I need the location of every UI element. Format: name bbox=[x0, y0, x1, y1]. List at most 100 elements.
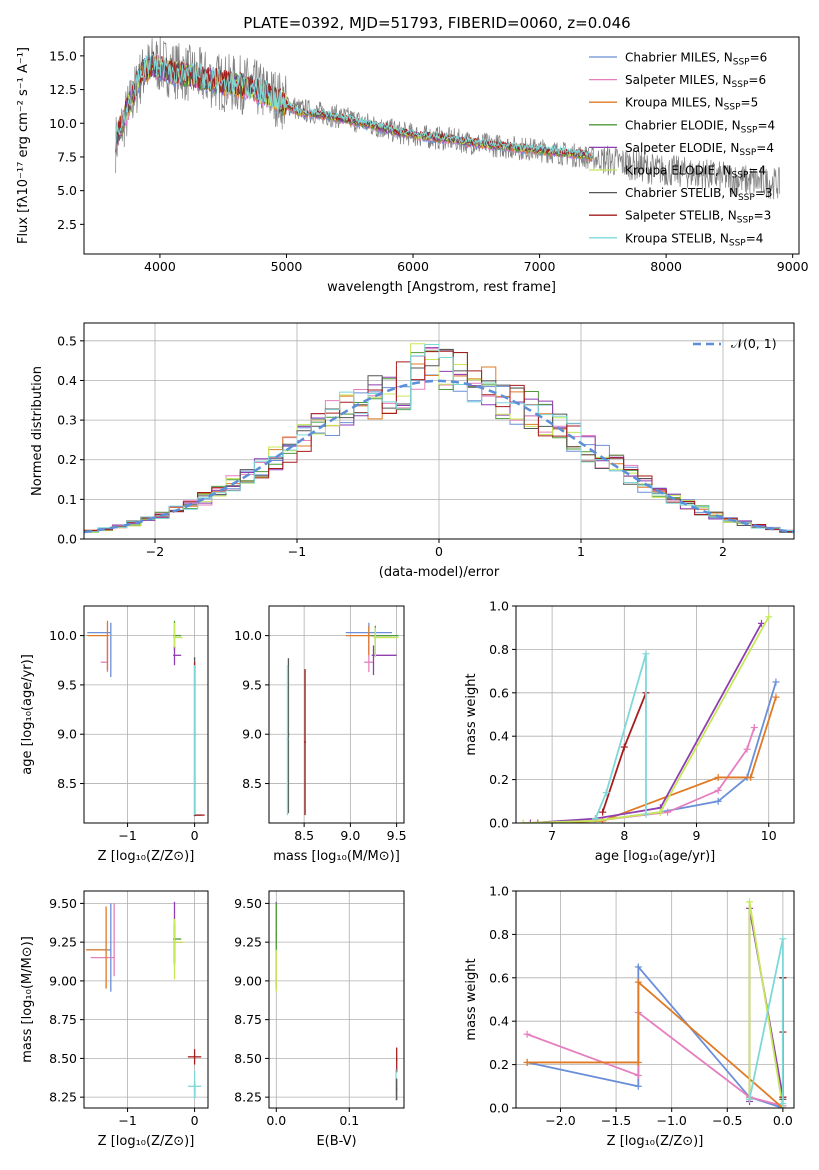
x-tick-label: 7000 bbox=[524, 259, 556, 274]
legend-entry: 𝒩(0, 1) bbox=[731, 336, 777, 351]
x-tick-label: 9.5 bbox=[387, 828, 407, 843]
y-tick-label: 8.5 bbox=[242, 776, 262, 791]
y-tick-label: 0.0 bbox=[489, 816, 509, 831]
panel-mass_weight_vs_z: −2.0 −1.5 −1.0 −0.5 0.0 0.0 0.2 0.4 0.6 0.8 1.0 Z [… bbox=[464, 884, 795, 1149]
y-tick-label: 0.4 bbox=[489, 1014, 509, 1029]
legend-count: =6 bbox=[748, 73, 766, 87]
plot-area bbox=[286, 622, 399, 816]
figure-title: PLATE=0392, MJD=51793, FIBERID=0060, z=0… bbox=[243, 14, 630, 32]
x-tick-label: 0.0 bbox=[266, 1113, 286, 1128]
x-tick-label: 0 bbox=[191, 1113, 199, 1128]
y-axis-label: mass weight bbox=[464, 958, 479, 1040]
x-tick-label: 10 bbox=[761, 828, 777, 843]
x-tick-label: 0.1 bbox=[339, 1113, 359, 1128]
legend-entry: Salpeter MILES, NSSP=6 bbox=[625, 73, 766, 90]
gaussian-curve bbox=[84, 379, 794, 534]
y-tick-label: 0.6 bbox=[489, 685, 509, 700]
y-tick-label: 0.2 bbox=[489, 1057, 509, 1072]
legend-count: =5 bbox=[741, 96, 759, 110]
y-tick-label: 10.0 bbox=[49, 116, 77, 131]
x-tick-label: 0.0 bbox=[773, 1113, 793, 1128]
y-tick-label: 0.4 bbox=[489, 729, 509, 744]
legend-subscript: SSP bbox=[741, 125, 758, 135]
x-tick-label: −1 bbox=[118, 1113, 136, 1128]
x-tick-label: 1 bbox=[577, 544, 585, 559]
y-tick-label: 9.5 bbox=[242, 677, 262, 692]
x-tick-label: 9.0 bbox=[340, 828, 360, 843]
legend-entry: Kroupa ELODIE, NSSP=4 bbox=[625, 164, 766, 181]
x-tick-label: −0.5 bbox=[712, 1113, 742, 1128]
y-tick-label: 8.75 bbox=[49, 1012, 77, 1027]
y-tick-label: 0.2 bbox=[57, 452, 77, 467]
panels: 4000 5000 6000 7000 8000 90002.55.07.510.012.… bbox=[16, 36, 809, 1149]
plot-area bbox=[519, 613, 780, 823]
legend-subscript: SSP bbox=[732, 171, 749, 181]
y-axis-label: age [log₁₀(age/yr)] bbox=[20, 654, 35, 775]
x-axis-label: mass [log₁₀(M/M⊙)] bbox=[273, 849, 400, 864]
x-axis-label: age [log₁₀(age/yr)] bbox=[595, 849, 716, 864]
series-line bbox=[526, 964, 784, 1108]
plot-area bbox=[275, 901, 398, 1101]
y-tick-label: 9.0 bbox=[57, 727, 77, 742]
x-axis-label: Z [log₁₀(Z/Z⊙)] bbox=[98, 849, 195, 864]
y-tick-label: 9.50 bbox=[234, 896, 262, 911]
y-tick-label: 0.0 bbox=[489, 1101, 509, 1116]
legend-count: =3 bbox=[755, 186, 773, 200]
y-tick-label: 8.5 bbox=[57, 776, 77, 791]
plot-area bbox=[523, 898, 787, 1108]
y-tick-label: 9.25 bbox=[49, 935, 77, 950]
legend-count: =6 bbox=[750, 51, 768, 65]
plot-area bbox=[115, 37, 781, 200]
y-tick-label: 0.8 bbox=[489, 642, 509, 657]
y-axis-label: mass [log₁₀(M/M⊙)] bbox=[20, 936, 35, 1063]
x-axis-label: E(B-V) bbox=[316, 1134, 356, 1149]
model-spectrum-line bbox=[115, 53, 593, 159]
series-line bbox=[537, 681, 777, 823]
x-tick-label: −1 bbox=[288, 544, 306, 559]
legend-subscript: SSP bbox=[729, 238, 746, 248]
y-tick-label: 12.5 bbox=[49, 82, 77, 97]
y-tick-label: 10.0 bbox=[234, 628, 262, 643]
axes-frame bbox=[515, 605, 795, 824]
y-axis-label: mass weight bbox=[464, 673, 479, 755]
series-line bbox=[527, 980, 784, 1108]
legend-subscript: SSP bbox=[733, 58, 750, 68]
y-tick-label: 9.25 bbox=[234, 935, 262, 950]
y-tick-label: 1.0 bbox=[489, 884, 509, 899]
x-tick-label: 2 bbox=[719, 544, 727, 559]
panel-age_vs_z: −1 0 8.5 9.0 9.5 10.0 Z [log₁₀(Z/Z⊙)] age [log₁… bbox=[20, 605, 209, 864]
y-tick-label: 0.2 bbox=[489, 772, 509, 787]
axes-frame bbox=[268, 890, 405, 1109]
legend-entry: Chabrier STELIB, NSSP=3 bbox=[625, 186, 773, 203]
x-tick-label: −1 bbox=[118, 828, 136, 843]
legend-count: =4 bbox=[746, 231, 764, 245]
legend-subscript: SSP bbox=[739, 148, 756, 158]
y-tick-label: 0.4 bbox=[57, 373, 77, 388]
legend-count: =4 bbox=[748, 164, 766, 178]
x-tick-label: 9000 bbox=[777, 259, 809, 274]
legend-entry: Salpeter STELIB, NSSP=3 bbox=[625, 209, 771, 226]
x-axis-label: Z [log₁₀(Z/Z⊙)] bbox=[607, 1134, 704, 1149]
y-tick-label: 9.50 bbox=[49, 896, 77, 911]
y-tick-label: 0.8 bbox=[489, 927, 509, 942]
y-tick-label: 0.5 bbox=[57, 333, 77, 348]
spectrum-legend: Chabrier MILES, NSSP=6 Salpeter MILES, NS… bbox=[589, 51, 775, 248]
y-tick-label: 8.50 bbox=[49, 1051, 77, 1066]
panel-mass_weight_vs_age: 7 8 9 10 0.0 0.2 0.4 0.6 0.8 1.0 age [log₁₀(age/yr… bbox=[464, 599, 795, 864]
legend-entry: Salpeter ELODIE, NSSP=4 bbox=[625, 141, 774, 158]
x-tick-label: −1.5 bbox=[601, 1113, 631, 1128]
y-tick-label: 15.0 bbox=[49, 48, 77, 63]
y-tick-label: 0.6 bbox=[489, 970, 509, 985]
axes-frame bbox=[83, 36, 800, 255]
legend-subscript: SSP bbox=[737, 216, 754, 226]
axes-frame bbox=[83, 605, 209, 824]
x-tick-label: −1.0 bbox=[657, 1113, 687, 1128]
y-tick-label: 0.3 bbox=[57, 413, 77, 428]
legend-count: =3 bbox=[754, 209, 772, 223]
legend-subscript: SSP bbox=[738, 193, 755, 203]
y-tick-label: 8.25 bbox=[49, 1090, 77, 1105]
y-tick-label: 7.5 bbox=[57, 149, 77, 164]
x-axis-label: wavelength [Angstrom, rest frame] bbox=[327, 280, 556, 295]
x-tick-label: 7 bbox=[548, 828, 556, 843]
